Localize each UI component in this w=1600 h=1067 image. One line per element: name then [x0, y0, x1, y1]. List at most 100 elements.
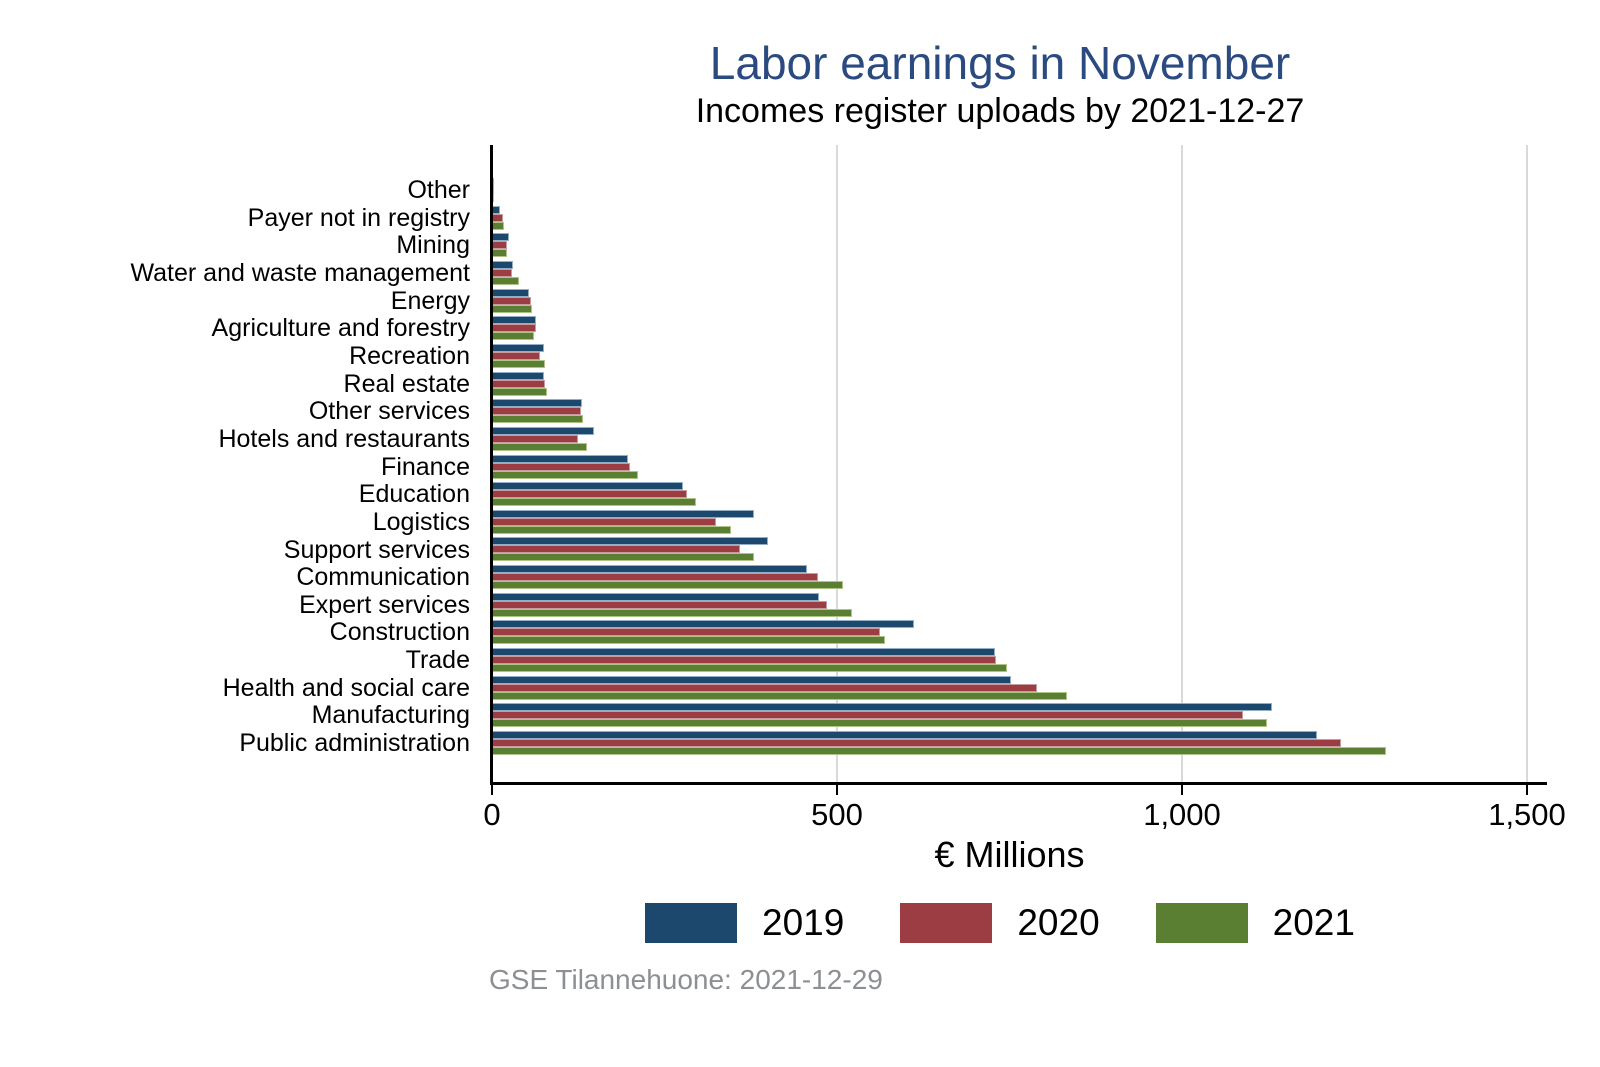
legend-entry-2021: 2021: [1155, 902, 1355, 944]
y-axis-label: Payer not in registry: [247, 203, 470, 232]
x-tick: [491, 785, 493, 795]
bar-2021: [492, 581, 843, 590]
y-axis-label: Expert services: [299, 590, 470, 619]
bar-2019: [492, 426, 595, 435]
bar-2019: [492, 509, 755, 518]
y-axis-label: Finance: [381, 452, 470, 481]
y-axis-label: Other services: [308, 397, 470, 426]
bar-2019: [492, 537, 768, 546]
bar-2019: [492, 592, 820, 601]
y-axis-labels: Other Payer not in registry Mining Water an…: [0, 0, 470, 800]
y-axis-label: Education: [358, 480, 470, 509]
y-axis-label: Real estate: [343, 369, 470, 398]
x-tick: [1526, 785, 1528, 795]
bar-2019: [492, 482, 684, 491]
bar-2019: [492, 288, 529, 297]
bar-2021: [492, 387, 548, 396]
bar-2020: [492, 213, 503, 222]
legend-label: 2019: [762, 902, 845, 943]
x-tick: [836, 785, 838, 795]
footer-note: GSE Tilannehuone: 2021-12-29: [489, 964, 883, 995]
bar-2021: [492, 608, 853, 617]
bar-2019: [492, 343, 544, 352]
bar-2020: [492, 628, 880, 637]
y-axis-label: Public administration: [239, 729, 470, 757]
x-tick-label: 1,000: [1143, 797, 1221, 832]
bar-2019: [492, 316, 536, 325]
y-axis-label: Hotels and restaurants: [218, 424, 470, 453]
bar-2020: [492, 462, 630, 471]
bar-2020: [492, 739, 1341, 747]
bar-2019: [492, 205, 501, 214]
bar-2019: [492, 648, 995, 656]
bar-2020: [492, 545, 740, 554]
bar-2020: [492, 434, 579, 443]
legend-label: 2021: [1272, 902, 1355, 943]
bar-2021: [492, 664, 1007, 672]
gridline: [1181, 145, 1183, 782]
legend: 2019 2020 2021: [420, 899, 1580, 947]
bar-2020: [492, 241, 507, 250]
bar-2021: [492, 304, 532, 313]
bar-2019: [492, 454, 628, 463]
bar-2021: [492, 691, 1067, 700]
bar-2020: [492, 351, 541, 360]
bar-2020: [492, 268, 512, 277]
bar-2019: [492, 675, 1011, 684]
y-axis-label: Recreation: [349, 341, 470, 370]
y-axis-label: Logistics: [372, 507, 470, 536]
x-tick-label: 1,500: [1488, 797, 1566, 832]
bar-2020: [492, 490, 688, 499]
bar-2019: [492, 620, 915, 629]
plot-area: [492, 145, 1528, 782]
x-tick: [1181, 785, 1183, 795]
legend-swatch: [1155, 903, 1248, 943]
bar-2020: [492, 517, 717, 526]
chart-title: Labor earnings in November: [709, 37, 1291, 89]
bar-2021: [492, 525, 731, 534]
bar-2020: [492, 600, 828, 609]
bar-2019: [492, 565, 807, 574]
legend-swatch: [645, 903, 738, 943]
bar-2020: [492, 324, 537, 333]
x-axis-line: [490, 782, 1547, 785]
bar-2021: [492, 359, 546, 368]
bar-2021: [492, 636, 886, 645]
y-axis-label: Health and social care: [222, 673, 470, 702]
bar-2021: [492, 553, 755, 562]
y-axis-label: Mining: [396, 231, 470, 260]
chart-subtitle: Incomes register uploads by 2021-12-27: [695, 92, 1305, 130]
x-axis-title: € Millions: [934, 834, 1085, 875]
legend-entry-2020: 2020: [900, 902, 1100, 944]
y-axis-line: [490, 145, 493, 785]
bar-2021: [492, 221, 505, 230]
bar-2019: [492, 371, 544, 380]
y-axis-label: Other: [407, 176, 470, 204]
bar-2021: [492, 470, 638, 479]
bar-2021: [492, 249, 508, 258]
bar-2019: [492, 703, 1273, 712]
bar-2020: [492, 683, 1038, 692]
y-axis-label: Support services: [283, 535, 470, 564]
bar-2021: [492, 719, 1267, 728]
bar-2021: [492, 747, 1387, 755]
bar-2019: [492, 731, 1317, 739]
legend-swatch: [900, 903, 993, 943]
bar-2019: [492, 233, 510, 242]
bar-2021: [492, 498, 696, 507]
y-axis-label: Water and waste management: [130, 258, 470, 287]
bar-2020: [492, 296, 532, 305]
x-tick-label: 0: [483, 797, 501, 832]
y-axis-label: Communication: [296, 563, 470, 592]
bar-2019: [492, 260, 513, 269]
bar-2021: [492, 276, 519, 285]
y-axis-label: Energy: [390, 286, 470, 315]
bar-2020: [492, 656, 996, 664]
bar-2020: [492, 407, 581, 416]
legend-label: 2020: [1017, 902, 1100, 943]
bar-2021: [492, 332, 535, 341]
bar-2020: [492, 379, 546, 388]
bar-2021: [492, 442, 588, 451]
legend-entry-2019: 2019: [645, 902, 844, 944]
y-axis-label: Trade: [405, 646, 470, 674]
